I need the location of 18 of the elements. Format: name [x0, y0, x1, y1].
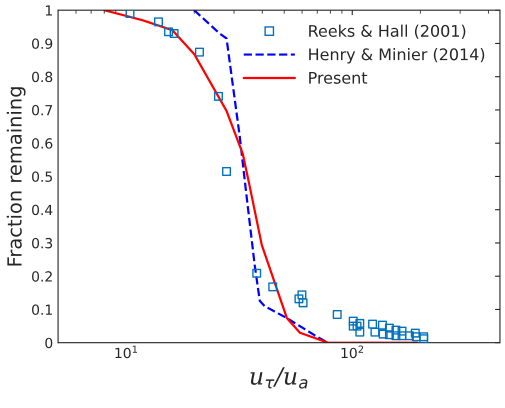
x-axis-title: u$_{τ}$/u$_{a}$ [250, 367, 308, 389]
y-tick-label: 0.7 [32, 104, 52, 116]
y-tick-label: 0.6 [32, 138, 52, 149]
x-tick-label: 10$^{2}$ [342, 345, 364, 358]
y-tick-label: 0.4 [32, 204, 52, 216]
legend-label: Present [309, 72, 368, 84]
legend-label: Henry & Minier (2014) [309, 48, 484, 64]
y-tick-label: 0 [45, 338, 52, 348]
y-tick-label: 0.9 [32, 38, 52, 49]
y-tick-label: 0.2 [32, 271, 52, 282]
legend-label: Reeks & Hall (2001) [309, 24, 466, 39]
x-tick-label: 10$^{1}$ [115, 346, 138, 358]
y-tick-label: 1 [46, 5, 52, 16]
y-axis-title: Fraction remaining [6, 87, 26, 266]
y-tick-label: 0.5 [32, 171, 52, 182]
y-tick-label: 0.1 [32, 304, 52, 315]
y-tick-label: 0.3 [32, 238, 52, 248]
y-tick-label: 0.8 [32, 72, 52, 82]
